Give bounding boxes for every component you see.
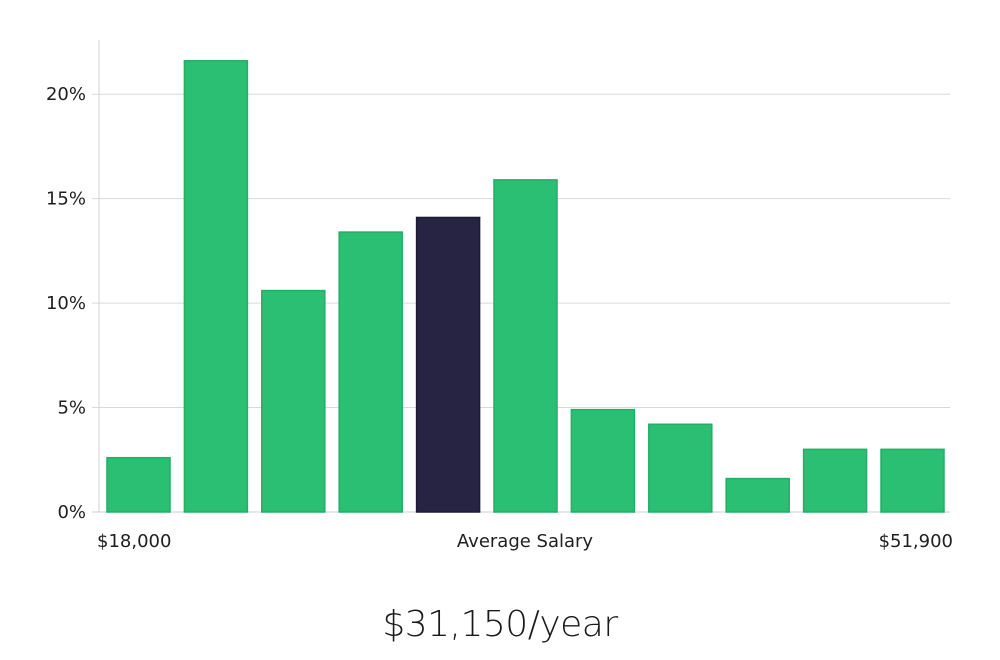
- bar: [261, 289, 326, 513]
- bar: [880, 448, 945, 513]
- bar: [725, 477, 790, 513]
- y-tick-label: 0%: [57, 502, 86, 523]
- y-tick-label: 20%: [46, 84, 86, 105]
- bar: [183, 60, 249, 513]
- bar: [648, 423, 713, 513]
- bar: [493, 179, 558, 513]
- bar: [570, 408, 636, 513]
- salary-histogram: 0% 5% 10% 15% 20% $18,000 Average Salary $51…: [46, 40, 953, 552]
- y-tick-label: 10%: [46, 293, 86, 314]
- bar: [802, 448, 868, 513]
- x-label-min: $18,000: [97, 531, 171, 552]
- bar-average-salary: [415, 216, 481, 513]
- y-axis-ticks: 0% 5% 10% 15% 20%: [46, 84, 86, 523]
- bar: [338, 231, 403, 513]
- average-salary-headline: $31,150/year: [382, 604, 618, 645]
- x-label-max: $51,900: [879, 531, 953, 552]
- x-label-average: Average Salary: [457, 531, 594, 552]
- bars: [106, 60, 945, 513]
- y-tick-label: 5%: [57, 398, 86, 419]
- bar: [106, 456, 171, 513]
- y-tick-label: 15%: [46, 189, 86, 210]
